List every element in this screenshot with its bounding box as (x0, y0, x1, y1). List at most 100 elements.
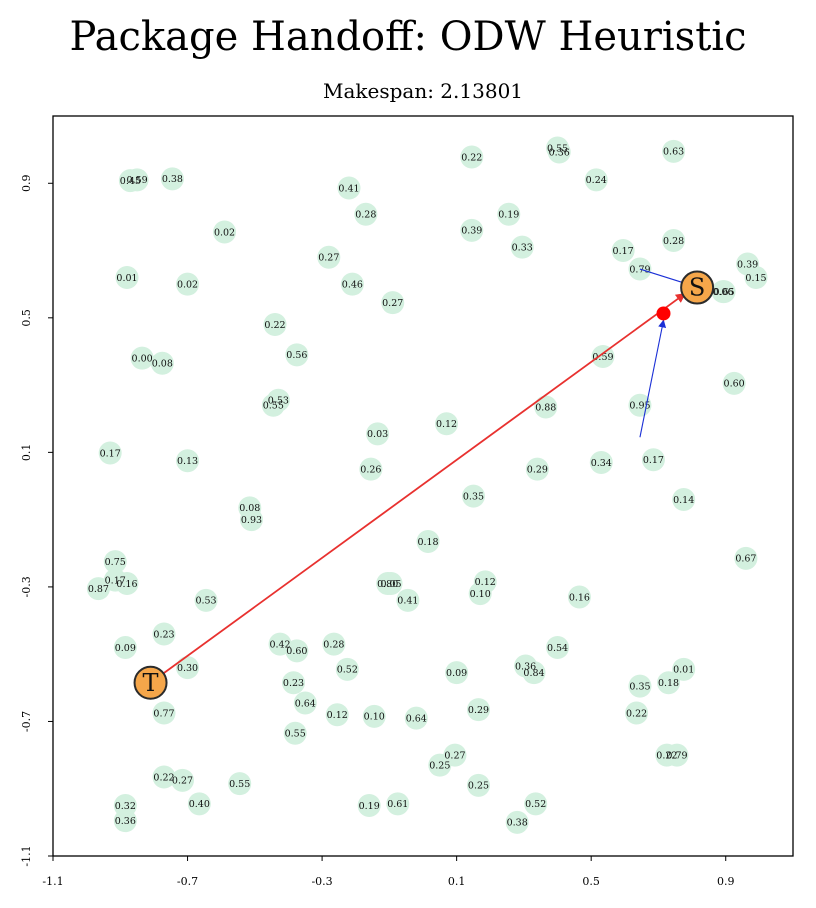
customer-value-label: 0.64 (295, 698, 316, 709)
target-marker-label: T (143, 669, 159, 697)
customer-point (524, 792, 548, 816)
customer-point (171, 768, 194, 792)
customer-value-label: 0.26 (360, 464, 381, 475)
customer-value-label: 0.79 (666, 750, 687, 761)
customer-point (546, 635, 570, 659)
customer-value-label: 0.23 (283, 678, 304, 689)
customer-value-label: 0.38 (507, 818, 528, 829)
customer-point (282, 671, 305, 695)
customer-value-label: 0.41 (397, 596, 418, 607)
customer-value-label: 0.59 (592, 352, 613, 363)
customer-point (628, 674, 652, 698)
customer-value-label: 0.19 (498, 210, 519, 221)
customer-value-label: 0.35 (629, 681, 650, 692)
customer-value-label: 0.15 (745, 273, 766, 284)
customer-point (362, 704, 386, 728)
customer-value-label: 0.18 (658, 678, 679, 689)
customer-value-label: 0.38 (162, 174, 183, 185)
customer-value-label: 0.06 (712, 287, 733, 298)
customer-point (625, 701, 649, 725)
customer-value-label: 0.22 (461, 152, 482, 163)
drone-path-line (639, 268, 691, 287)
customer-value-label: 0.36 (515, 661, 536, 672)
customer-value-label: 0.17 (105, 575, 126, 586)
y-tick-label: -0.3 (20, 576, 33, 597)
customer-value-label: 0.79 (629, 264, 650, 275)
customer-point (379, 572, 403, 596)
customer-point (359, 457, 383, 481)
customer-value-label: 0.88 (535, 402, 556, 413)
customer-point (283, 721, 307, 745)
y-tick-label: 0.9 (20, 175, 33, 193)
customer-value-label: 0.29 (468, 705, 489, 716)
customer-point (534, 395, 558, 419)
customer-value-label: 0.95 (629, 401, 650, 412)
customer-point (722, 371, 746, 395)
customer-value-label: 0.08 (152, 359, 173, 370)
customer-value-label: 0.27 (382, 298, 403, 309)
customer-point (567, 585, 591, 609)
customer-value-label: 0.00 (132, 353, 153, 364)
y-tick-label: 0.1 (20, 444, 33, 462)
customer-point (662, 139, 686, 163)
customer-point (152, 622, 176, 646)
customer-point (322, 632, 346, 656)
customer-value-label: 0.36 (549, 147, 570, 158)
customer-point (335, 657, 359, 681)
customer-point (340, 272, 364, 296)
customer-point (357, 794, 381, 818)
customer-value-label: 0.53 (268, 396, 289, 407)
customer-value-label: 0.30 (177, 663, 198, 674)
plot-area: 0.450.59 0.380.020.010.020.410.280.270.46… (86, 136, 768, 834)
customer-value-label: 0.93 (241, 515, 262, 526)
customer-value-label: 0.56 (286, 350, 307, 361)
customer-value-label: 0.54 (547, 643, 568, 654)
customer-point (591, 345, 615, 368)
customer-point (285, 639, 309, 663)
customer-value-label: 0.45 (120, 176, 141, 187)
customer-value-label: 0.28 (355, 210, 376, 221)
customer-value-label: 0.27 (172, 776, 193, 787)
x-tick-label: 0.9 (717, 875, 735, 888)
customer-value-label: 0.27 (318, 253, 339, 264)
customer-value-label: 0.27 (444, 750, 465, 761)
customer-point (187, 792, 211, 816)
customer-value-label: 0.60 (724, 379, 745, 390)
customer-point (213, 220, 237, 244)
customer-point (115, 572, 139, 596)
customer-point (263, 313, 287, 337)
customer-value-label: 0.12 (475, 577, 496, 588)
customer-value-label: 0.02 (177, 279, 198, 290)
customer-point (176, 449, 200, 473)
customer-point (325, 703, 349, 727)
customer-point (584, 168, 608, 192)
source-marker (680, 270, 715, 305)
chart-title: Package Handoff: ODW Heuristic (70, 14, 747, 60)
customer-value-label: 0.41 (338, 183, 359, 194)
customer-point (461, 484, 485, 508)
customer-value-label: 0.29 (527, 464, 548, 475)
customer-point (672, 487, 696, 511)
customer-value-label: 0.46 (342, 279, 363, 290)
customer-point (744, 265, 768, 289)
customer-value-label: 0.09 (446, 668, 467, 679)
customer-point (665, 743, 689, 767)
customer-value-label: 0.09 (115, 643, 136, 654)
source-marker-label: S (689, 274, 705, 302)
x-tick-label: 0.1 (448, 875, 466, 888)
customer-value-label: 0.34 (591, 458, 612, 469)
customer-value-label: 0.10 (470, 589, 491, 600)
customer-point (381, 291, 405, 315)
customer-value-label: 0.40 (189, 799, 210, 810)
customer-value-label: 0.64 (406, 713, 427, 724)
customer-value-label: 0.42 (269, 639, 290, 650)
customer-point (589, 450, 613, 474)
customer-value-label: 0.65 (713, 287, 734, 298)
customer-point (125, 168, 149, 192)
customer-value-label: 0.55 (547, 143, 568, 154)
customer-point (113, 635, 137, 659)
customer-value-label: 0.13 (177, 456, 198, 467)
x-tick-label: -1.1 (42, 875, 63, 888)
handoff-point (656, 306, 671, 321)
customer-value-label: 0.18 (417, 537, 438, 548)
